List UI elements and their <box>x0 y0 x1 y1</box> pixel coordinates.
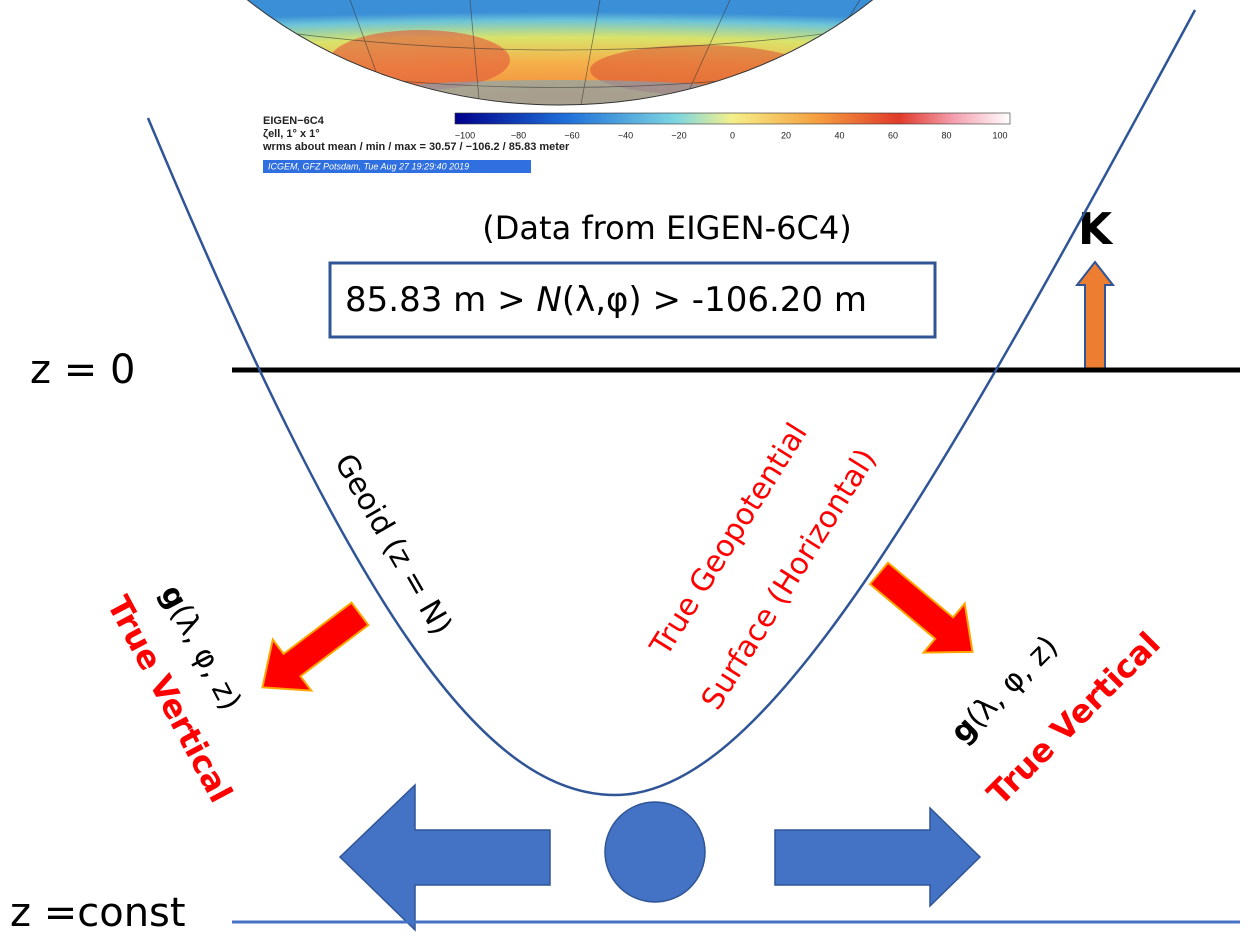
left-red-arrow <box>243 588 379 713</box>
page: EIGEN−6C4 ζell, 1° x 1° wrms about mean … <box>0 0 1251 940</box>
k-label: K <box>1078 204 1114 255</box>
right-blue-arrow <box>775 808 980 906</box>
parcel <box>605 802 705 902</box>
colorbar-tick-label: −100 <box>455 130 475 140</box>
map-credit: ICGEM, GFZ Potsdam, Tue Aug 27 19:29:40 … <box>268 161 469 171</box>
diagram: EIGEN−6C4 ζell, 1° x 1° wrms about mean … <box>0 0 1251 940</box>
colorbar-tick-label: −40 <box>618 130 633 140</box>
colorbar-tick-label: 40 <box>834 130 844 140</box>
range-prefix: 85.83 m > <box>345 280 536 320</box>
colorbar-tick-label: 80 <box>941 130 951 140</box>
left-blue-arrow <box>340 785 550 930</box>
colorbar-tick-label: 60 <box>888 130 898 140</box>
colorbar-tick-label: −80 <box>511 130 526 140</box>
colorbar-tick-label: 100 <box>992 130 1007 140</box>
map-quantity: ζell, 1° x 1° <box>263 128 320 140</box>
range-text: 85.83 m > N(λ,φ) > -106.20 m <box>345 280 867 320</box>
colorbar <box>455 113 1010 124</box>
z0-label: z = 0 <box>30 347 135 393</box>
map-model: EIGEN−6C4 <box>263 115 325 127</box>
source-note: (Data from EIGEN-6C4) <box>482 209 851 247</box>
range-suffix: (λ,φ) > -106.20 m <box>562 280 867 320</box>
zconst-label: z =const <box>10 890 186 936</box>
k-arrow <box>1077 262 1113 370</box>
range-symbol: N <box>536 280 561 320</box>
surface-label-1: True Geopotential <box>643 417 815 663</box>
right-red-arrow <box>858 549 993 676</box>
colorbar-tick-label: 0 <box>730 130 735 140</box>
colorbar-tick-label: −20 <box>671 130 686 140</box>
colorbar-tick-label: −60 <box>564 130 579 140</box>
colorbar-ticks: −100 −80 −60 −40 −20 0 20 40 60 80 100 <box>455 130 1008 140</box>
colorbar-tick-label: 20 <box>781 130 791 140</box>
globe-map <box>0 0 1251 120</box>
right-caption: True Vertical <box>980 625 1168 813</box>
map-stats: wrms about mean / min / max = 30.57 / −1… <box>262 141 570 153</box>
